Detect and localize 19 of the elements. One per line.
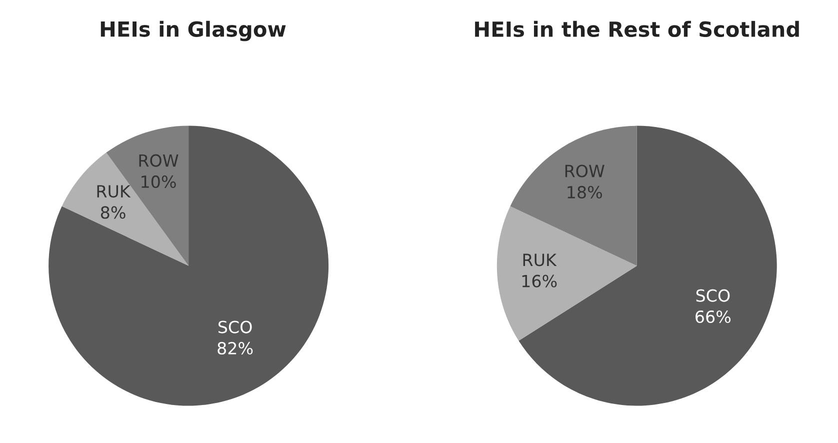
- slice-label: ROW: [139, 154, 178, 167]
- data-label: 16%: [522, 274, 557, 288]
- slice-label: SCO: [696, 289, 730, 302]
- data-label: 10%: [142, 175, 176, 188]
- pie-slice: [510, 126, 637, 266]
- slice-label: RUK: [523, 254, 557, 266]
- pie-slice: [518, 126, 777, 406]
- data-label: 82%: [218, 342, 253, 355]
- pie-slice: [48, 126, 329, 406]
- pie-slice: [496, 206, 637, 341]
- slice-label: RUK: [97, 185, 131, 198]
- slice-label: ROW: [565, 164, 604, 178]
- data-label: 18%: [568, 186, 602, 198]
- chart-title: HEIs in Glasgow: [100, 20, 286, 42]
- data-label: 8%: [100, 206, 126, 219]
- chart-title: HEIs in the Rest of Scotland: [475, 20, 799, 38]
- data-label: 66%: [696, 310, 731, 324]
- slice-label: SCO: [218, 320, 252, 334]
- pie-slice: [62, 152, 189, 266]
